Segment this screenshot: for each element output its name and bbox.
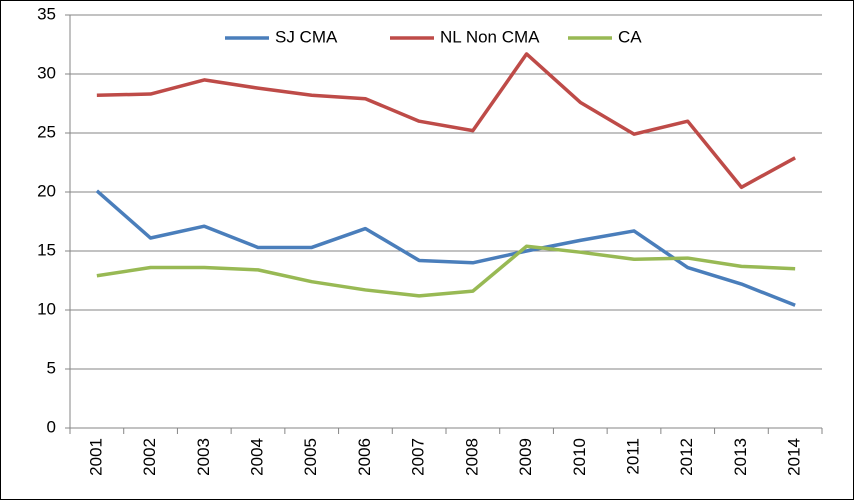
line-series	[96, 244, 796, 298]
line-series	[95, 189, 796, 307]
x-tick-label: 2007	[409, 438, 428, 476]
x-tick-label: 2014	[785, 438, 804, 476]
x-tick-label: 2012	[677, 438, 696, 476]
legend-label: SJ CMA	[275, 27, 338, 46]
x-tick-label: 2006	[355, 438, 374, 476]
x-tick-label: 2001	[86, 438, 105, 476]
y-tick-label: 25	[37, 122, 56, 141]
legend-label: CA	[618, 27, 642, 46]
y-tick-label: 30	[37, 63, 56, 82]
x-tick-label: 2002	[140, 438, 159, 476]
y-tick-label: 35	[37, 4, 56, 23]
x-tick-label: 2011	[623, 438, 642, 475]
x-tick-label: 2008	[462, 438, 481, 476]
y-tick-label: 15	[37, 240, 56, 259]
y-tick-label: 20	[37, 181, 56, 200]
line-series	[96, 52, 796, 190]
legend-label: NL Non CMA	[440, 27, 540, 46]
x-tick-label: 2010	[570, 438, 589, 476]
y-tick-label: 5	[47, 358, 56, 377]
x-tick-label: 2005	[301, 438, 320, 476]
x-tick-label: 2003	[194, 438, 213, 476]
x-tick-label: 2009	[516, 438, 535, 476]
y-tick-label: 10	[37, 299, 56, 318]
y-tick-label: 0	[47, 417, 56, 436]
x-tick-label: 2004	[247, 438, 266, 476]
x-tick-label: 2013	[731, 438, 750, 476]
